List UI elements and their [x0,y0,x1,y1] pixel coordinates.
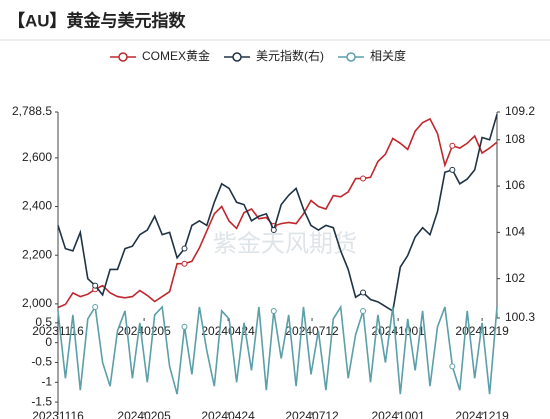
chart-title: 【AU】黄金与美元指数 [8,10,187,30]
point-marker [449,363,456,370]
legend-marker [346,52,356,62]
x-tick-label: 20240712 [285,324,339,338]
point-marker [181,323,188,330]
watermark: 紫金天风期货 [213,230,357,257]
point-marker [360,175,367,182]
y-tick-label: -1.5 [31,394,52,408]
series-line [57,114,498,313]
x-tick-label: 20240424 [201,324,255,338]
legend-label: 美元指数(右) [256,48,324,63]
point-marker [360,289,367,296]
point-marker [92,282,99,289]
point-marker [181,260,188,267]
point-marker [92,303,99,310]
y-tick-label: 0.5 [35,315,52,329]
x-tick-label: 20240205 [117,324,171,338]
y-tick-label: -0.5 [31,355,52,369]
legend-label: 相关度 [370,48,406,63]
y2-tick-label: 109.2 [505,104,535,118]
legend-label: COMEX黄金 [142,48,210,63]
series-line [57,117,498,309]
y-tick-label: 2,788.5 [12,104,52,118]
point-marker [449,142,456,149]
y2-tick-label: 100.3 [505,310,535,324]
y2-tick-label: 102 [505,271,525,285]
series-line [57,304,498,395]
y-tick-label: 0 [45,335,52,349]
point-marker [360,307,367,314]
y2-tick-label: 106 [505,178,525,192]
y-tick-label: 2,600 [22,150,52,164]
point-marker [181,245,188,252]
legend-marker [232,52,242,62]
legend: COMEX黄金 美元指数(右) 相关度 [110,48,406,63]
y2-tick-label: 104 [505,225,525,239]
point-marker [270,307,277,314]
point-marker [449,166,456,173]
y-tick-label: 2,200 [22,247,52,261]
y-tick-label: -1 [41,374,52,388]
y-tick-label: 2,400 [22,199,52,213]
legend-marker [118,52,128,62]
point-marker [270,227,277,234]
x-tick-label: 20241001 [371,324,425,338]
y-tick-label: 2,000 [22,296,52,310]
y2-tick-label: 108 [505,132,525,146]
